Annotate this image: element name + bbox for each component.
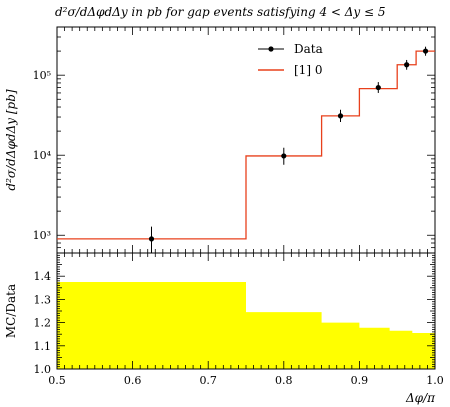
ratio-y-tick-label: 1.3 (34, 293, 52, 306)
x-tick-label: 1.0 (426, 374, 444, 387)
x-tick-label: 0.6 (124, 374, 142, 387)
data-point (422, 48, 429, 54)
data-point (148, 236, 155, 242)
ratio-y-tick-label: 1.1 (34, 340, 52, 353)
main-y-tick-label: 10³ (33, 229, 51, 242)
data-point (375, 84, 381, 91)
ratio-y-ticks: 1.0 1.1 1.2 1.3 1.4 (34, 252, 435, 376)
main-x-ticks (56, 27, 436, 253)
legend: Data [1] 0 (258, 42, 323, 77)
x-tick-label: 0.8 (275, 374, 293, 387)
ratio-y-axis-label: MC/Data (4, 284, 18, 338)
x-tick-label: 0.7 (199, 374, 217, 387)
main-series (57, 46, 435, 253)
legend-mc-label: [1] 0 (294, 63, 322, 77)
mc-histogram-line (57, 50, 435, 240)
ratio-y-tick-label: 1.0 (34, 363, 52, 376)
ratio-x-ticks: 0.5 0.6 0.7 0.8 0.9 1.0 (48, 253, 444, 387)
ratio-y-tick-label: 1.2 (34, 317, 52, 330)
main-y-tick-label: 10⁴ (33, 149, 52, 162)
data-point (337, 113, 344, 119)
ratio-band (57, 282, 435, 369)
main-y-axis-label: d²σ/dΔφdΔy [pb] (4, 89, 18, 190)
legend-data-marker (268, 46, 274, 52)
data-point (404, 62, 410, 68)
ratio-plot: 1.0 1.1 1.2 1.3 1.4 0.5 0.6 0.7 0.8 0.9 1.0 (34, 252, 444, 387)
x-tick-label: 0.9 (351, 374, 369, 387)
main-y-tick-label: 10⁵ (33, 69, 51, 82)
main-y-ticks: 10³ 10⁴ 10⁵ (33, 26, 435, 254)
chart-title: d²σ/dΔφdΔy in pb for gap events satisfyi… (55, 5, 386, 19)
legend-data-label: Data (294, 42, 323, 56)
data-point (281, 153, 287, 159)
main-plot: 10³ 10⁴ 10⁵ Data [1] 0 (33, 26, 436, 254)
ratio-y-tick-label: 1.4 (34, 270, 52, 283)
ratio-fill (57, 282, 435, 369)
x-tick-label: 0.5 (48, 374, 66, 387)
x-axis-label: Δφ/π (405, 391, 436, 405)
